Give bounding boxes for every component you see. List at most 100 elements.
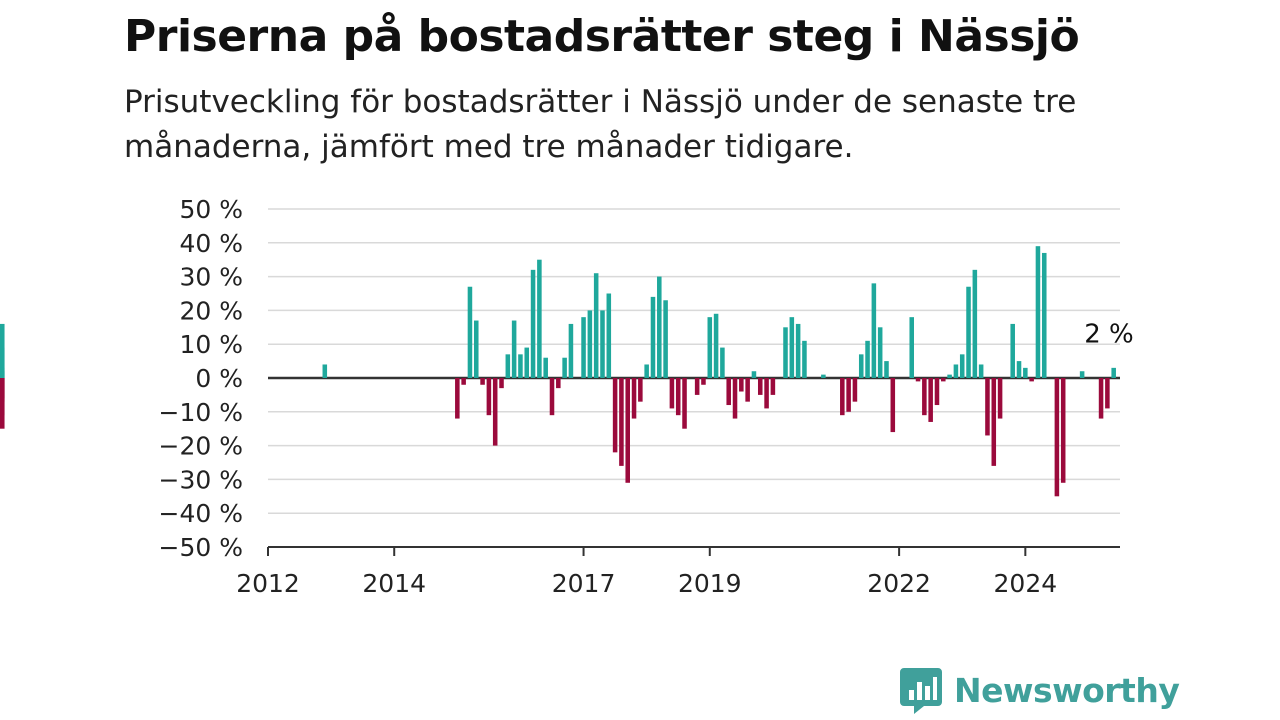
bar (934, 378, 940, 406)
bar (0, 371, 5, 378)
x-axis: 2012 2014 2017 2019 2022 2024 (236, 546, 1120, 598)
bar (720, 347, 725, 378)
x-tick-label: 2012 (236, 569, 300, 598)
bar (524, 347, 530, 378)
brand-name: Newsworthy (954, 671, 1180, 710)
bar (1035, 246, 1041, 378)
bar (922, 378, 927, 416)
bar (802, 340, 807, 378)
bar (884, 361, 889, 378)
bar (0, 323, 5, 378)
bar (1079, 371, 1085, 378)
bar (877, 327, 883, 378)
bar (1016, 361, 1022, 378)
bar (1060, 378, 1066, 483)
bar (492, 378, 498, 446)
newsworthy-logo-icon (900, 668, 942, 714)
chart-subtitle: Prisutveckling för bostadsrätter i Nässj… (124, 84, 1077, 165)
bar (972, 269, 978, 378)
y-tick-label: −10 % (159, 398, 243, 427)
bar (682, 378, 687, 429)
y-tick-label: 50 % (179, 195, 243, 224)
bar (537, 259, 542, 378)
x-tick-label: 2014 (362, 569, 426, 598)
bar (732, 378, 738, 419)
bar (909, 317, 914, 378)
bar (644, 364, 649, 378)
x-tick-label: 2024 (994, 569, 1058, 598)
bar (751, 371, 757, 378)
bar (612, 378, 618, 453)
y-tick-label: 30 % (179, 263, 243, 292)
bar (1105, 378, 1110, 409)
bar (556, 378, 561, 389)
x-tick-label: 2017 (552, 569, 616, 598)
bar (505, 354, 511, 378)
bar (707, 317, 713, 378)
bar (858, 354, 864, 378)
bar (518, 354, 523, 378)
y-tick-label: 40 % (179, 229, 243, 258)
bar (871, 283, 877, 378)
bar (619, 378, 624, 466)
bar (581, 317, 586, 378)
bar (997, 378, 1003, 419)
bar (890, 378, 896, 433)
bar (461, 378, 466, 385)
bar (1098, 378, 1104, 419)
y-tick-label: −40 % (159, 499, 243, 528)
bar (985, 378, 990, 436)
bar (915, 378, 921, 382)
bar (701, 378, 706, 385)
bar (745, 378, 750, 402)
bar (852, 378, 858, 402)
bar (783, 327, 788, 378)
bar (959, 354, 965, 378)
bar (821, 374, 826, 378)
bar (562, 357, 567, 378)
bar (865, 340, 870, 378)
bar (795, 323, 801, 378)
bar (694, 378, 700, 395)
bar (1010, 323, 1015, 378)
bar (713, 313, 719, 378)
bar (480, 378, 485, 385)
bar (543, 357, 548, 378)
bar (473, 320, 479, 378)
bar (322, 364, 328, 378)
bar (966, 286, 971, 378)
bar (675, 378, 681, 416)
bar (840, 378, 845, 416)
bar (757, 378, 763, 395)
bar (593, 273, 599, 378)
bar (726, 378, 731, 406)
bar (587, 310, 593, 378)
bar (455, 378, 460, 419)
x-tick-label: 2019 (678, 569, 742, 598)
bar (846, 378, 851, 412)
bar (1054, 378, 1060, 497)
bar (631, 378, 637, 419)
y-tick-label: −30 % (159, 465, 243, 494)
y-tick-label: −20 % (159, 432, 243, 461)
bar (657, 276, 662, 378)
bar (1111, 367, 1116, 378)
y-tick-label: 0 % (195, 364, 243, 393)
bar (789, 317, 795, 378)
bar (941, 378, 946, 382)
bar (1029, 378, 1034, 382)
annotations: 2 % (1084, 320, 1134, 350)
bar (764, 378, 769, 409)
bar (600, 310, 605, 378)
bar (953, 364, 959, 378)
bar (978, 364, 984, 378)
y-axis-tick-labels: 50 % 40 % 30 % 20 % 10 % 0 % −10 % −20 % −30 % −4… (159, 195, 243, 562)
bar (499, 378, 504, 389)
bar (663, 300, 668, 378)
bar (770, 378, 776, 395)
bars (0, 246, 1116, 497)
bar (486, 378, 492, 416)
bar (568, 323, 574, 378)
bar (638, 378, 643, 402)
y-tick-label: −50 % (159, 533, 243, 562)
